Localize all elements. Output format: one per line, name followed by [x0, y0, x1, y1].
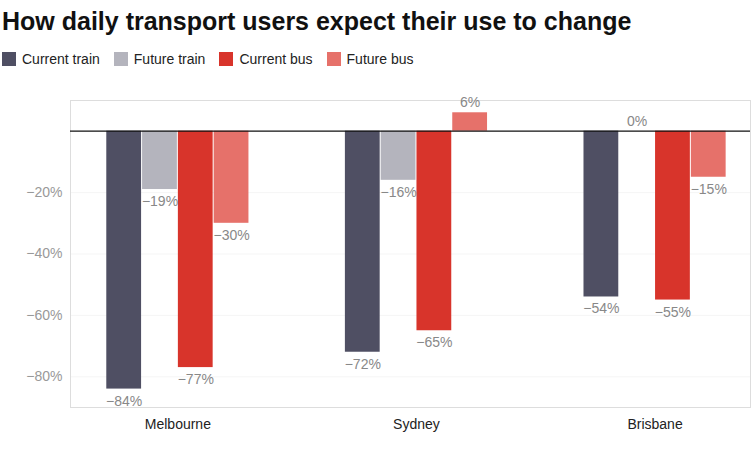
svg-text:0%: 0% — [627, 113, 647, 129]
html-text:How daily transport users expe: How daily transport users expect their u… — [2, 7, 632, 35]
svg-text:−65%: −65% — [416, 334, 452, 350]
svg-text:−84%: −84% — [106, 393, 142, 409]
svg-text:−80%: −80% — [26, 368, 62, 384]
svg-text:6%: 6% — [460, 94, 480, 110]
svg-text:−60%: −60% — [26, 307, 62, 323]
html-text:Future train: Future train — [133, 51, 206, 67]
svg-text:Brisbane: Brisbane — [627, 416, 682, 432]
html-text:Current bus: Current bus — [239, 51, 313, 67]
svg-text:−16%: −16% — [380, 184, 416, 200]
svg-text:−15%: −15% — [691, 181, 727, 197]
svg-text:Melbourne: Melbourne — [145, 416, 211, 432]
svg-text:Sydney: Sydney — [393, 416, 440, 432]
svg-text:−40%: −40% — [26, 245, 62, 261]
svg-text:−20%: −20% — [26, 184, 62, 200]
svg-text:−19%: −19% — [142, 193, 178, 209]
svg-text:−54%: −54% — [583, 300, 619, 316]
svg-text:−72%: −72% — [345, 356, 381, 372]
svg-text:−30%: −30% — [213, 227, 249, 243]
html-text:Current train: Current train — [22, 51, 100, 67]
svg-text:−77%: −77% — [178, 371, 214, 387]
html-text:Future bus: Future bus — [346, 51, 414, 67]
svg-text:−55%: −55% — [655, 304, 691, 320]
